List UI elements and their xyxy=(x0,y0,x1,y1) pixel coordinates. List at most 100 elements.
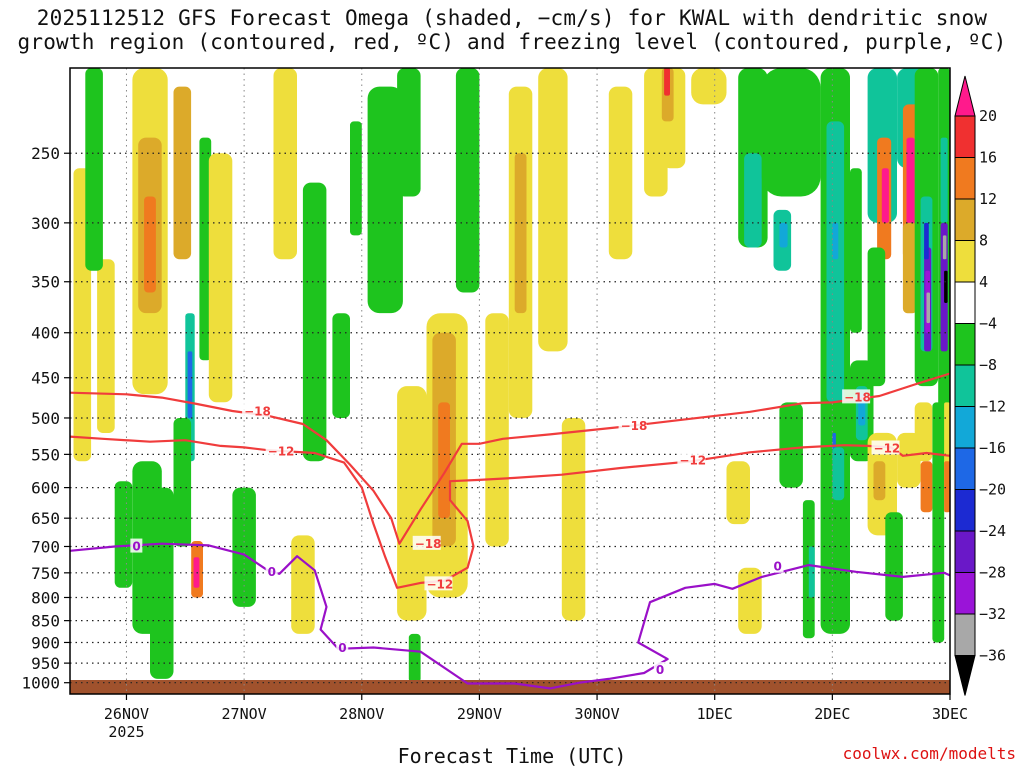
chart-title-line-1: 2025112512 GFS Forecast Omega (shaded, −… xyxy=(36,6,988,30)
colorbar-label: 16 xyxy=(979,149,997,167)
omega-shade-region xyxy=(826,121,845,403)
colorbar-swatch xyxy=(954,115,976,158)
x-year-label: 2025 xyxy=(108,723,144,741)
contour-label-bg xyxy=(242,403,271,418)
y-tick-label: 600 xyxy=(31,479,60,498)
omega-shade-region xyxy=(926,292,930,324)
omega-shade-region xyxy=(932,402,945,643)
chart-title-line-2: growth region (contoured, red, ºC) and f… xyxy=(17,30,1007,54)
omega-shade-region xyxy=(332,313,350,418)
x-axis-title: Forecast Time (UTC) xyxy=(397,744,627,768)
dgz-minus-12-label: −12 xyxy=(874,441,901,455)
colorbar-label: 12 xyxy=(979,190,997,208)
contour-label-bg xyxy=(871,440,900,455)
contour-label-bg xyxy=(265,443,294,458)
gridlines xyxy=(70,68,951,694)
x-tick-label: 1DEC xyxy=(697,705,733,723)
omega-shade-region xyxy=(902,222,917,314)
omega-shade-region xyxy=(920,461,933,513)
contour-label-bg xyxy=(412,535,441,550)
freezing-level-label: 0 xyxy=(338,641,346,655)
y-tick-label: 550 xyxy=(31,445,60,464)
omega-shade-region xyxy=(193,557,200,588)
omega-shade-region xyxy=(85,68,103,271)
omega-shade-region xyxy=(881,168,889,223)
x-tick-label: 2DEC xyxy=(814,705,850,723)
colorbar-swatch xyxy=(954,406,976,449)
omega-shade-region xyxy=(608,86,633,260)
contour-label-bg xyxy=(618,418,647,433)
x-axis: 26NOV 27NOV 28NOV 29NOV 30NOV 1DEC 2DEC 3DEC 202… xyxy=(104,694,968,741)
omega-shade-region xyxy=(906,137,915,248)
contour-label-bg xyxy=(842,389,871,404)
y-tick-label: 900 xyxy=(31,633,60,652)
y-axis: 250 300 350 400 450 500 550 600 650 700 750 800 850 9… xyxy=(21,144,70,693)
colorbar-label: −8 xyxy=(979,356,997,374)
freezing-level-label: 0 xyxy=(268,565,276,579)
omega-shade-region xyxy=(302,182,327,462)
contour-lines: −18 −18 −18 −18 −12 −12 −12 −12 0 0 0 0 0 xyxy=(69,372,951,690)
ground-terrain xyxy=(70,680,950,694)
omega-shade-region xyxy=(485,313,509,547)
omega-shade-region xyxy=(514,153,527,314)
colorbar-swatch xyxy=(954,198,976,241)
omega-shade-region xyxy=(291,535,315,634)
omega-shade-region xyxy=(455,68,480,293)
colorbar-swatch xyxy=(954,530,976,573)
omega-shade-region xyxy=(144,196,156,293)
y-tick-label: 1000 xyxy=(21,674,60,693)
omega-shade-region xyxy=(779,222,788,248)
omega-shade-region xyxy=(761,68,821,197)
dgz-minus-18-label: −18 xyxy=(244,405,271,419)
y-tick-label: 350 xyxy=(31,273,60,292)
dgz-minus-18-contour xyxy=(69,372,951,545)
omega-shade-region xyxy=(367,86,403,314)
x-tick-label: 3DEC xyxy=(932,705,968,723)
colorbar-label: −20 xyxy=(979,481,1006,499)
omega-shade-region xyxy=(397,386,427,621)
contour-label-bg xyxy=(677,452,706,467)
contour-label-bg xyxy=(265,563,278,578)
contour-label-bg xyxy=(771,558,784,573)
colorbar-label: 4 xyxy=(979,273,988,291)
omega-shade-region xyxy=(832,447,845,501)
x-tick-label: 29NOV xyxy=(457,705,502,723)
omega-shade-region xyxy=(726,461,750,525)
freezing-level-label: 0 xyxy=(132,540,140,554)
credit-link[interactable]: coolwx.com/modelts xyxy=(842,744,1016,763)
colorbar-swatch xyxy=(954,364,976,407)
omega-shade-region xyxy=(408,633,421,683)
omega-shade-region xyxy=(644,68,668,197)
omega-shade-region xyxy=(208,153,233,403)
freezing-level-label: 0 xyxy=(774,560,782,574)
colorbar-label: 20 xyxy=(979,107,997,125)
colorbar-swatch xyxy=(954,323,976,366)
colorbar-top-arrow xyxy=(954,75,976,117)
omega-shade-region xyxy=(397,68,421,197)
colorbar-swatch xyxy=(954,447,976,490)
colorbar-swatch xyxy=(954,281,976,324)
omega-shade-region xyxy=(867,247,886,387)
plot-frame xyxy=(69,67,951,695)
omega-shade-region xyxy=(438,402,450,519)
omega-shade-region xyxy=(173,418,192,547)
omega-shade-region xyxy=(97,259,115,433)
y-tick-label: 450 xyxy=(31,369,60,388)
omega-shade-region xyxy=(114,481,133,588)
y-tick-label: 700 xyxy=(31,537,60,556)
y-tick-label: 950 xyxy=(31,654,60,673)
omega-shade-region xyxy=(914,402,933,462)
omega-shade-region xyxy=(924,222,929,260)
x-tick-label: 30NOV xyxy=(574,705,619,723)
contour-label-bg xyxy=(424,576,453,591)
omega-shade-region xyxy=(199,137,212,361)
colorbar-label: 8 xyxy=(979,232,988,250)
x-tick-label: 28NOV xyxy=(339,705,384,723)
dgz-minus-12-label: −12 xyxy=(426,577,453,591)
omega-shade-region xyxy=(944,270,948,303)
omega-shade-region xyxy=(350,121,362,236)
dgz-minus-12-label: −12 xyxy=(268,444,295,458)
colorbar: 20 16 12 8 4 −4 −8 −12 −16 −20 −24 −28 −32 −36 xyxy=(954,75,1006,696)
y-tick-label: 300 xyxy=(31,214,60,233)
colorbar-bottom-arrow xyxy=(954,655,976,696)
